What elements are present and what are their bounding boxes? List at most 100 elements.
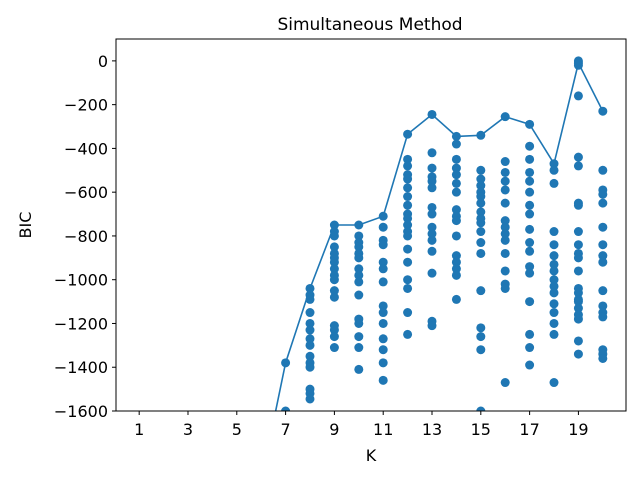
data-point <box>451 178 461 188</box>
data-point <box>476 198 486 208</box>
data-point <box>451 170 461 180</box>
data-point <box>329 257 339 267</box>
data-point <box>354 364 364 374</box>
data-point <box>427 246 437 256</box>
data-point <box>427 202 437 212</box>
data-point <box>354 332 364 342</box>
data-point <box>403 220 413 230</box>
data-point <box>451 205 461 215</box>
data-point <box>305 362 315 372</box>
x-tick-label: 13 <box>422 420 442 439</box>
data-point <box>549 266 559 276</box>
data-point <box>378 211 388 221</box>
data-point <box>403 192 413 202</box>
data-point <box>403 213 413 223</box>
data-point <box>329 242 339 252</box>
data-point <box>354 343 364 353</box>
data-point <box>403 283 413 293</box>
data-point <box>525 268 535 278</box>
data-point <box>354 270 364 280</box>
data-point <box>451 294 461 304</box>
data-point <box>378 334 388 344</box>
data-point <box>329 275 339 285</box>
data-point <box>378 375 388 385</box>
data-point <box>378 345 388 355</box>
data-point <box>451 270 461 280</box>
data-point <box>573 91 583 101</box>
data-point <box>598 222 608 232</box>
data-point <box>598 286 608 296</box>
data-point <box>598 165 608 175</box>
data-point <box>378 222 388 232</box>
data-point <box>573 60 583 70</box>
data-point <box>549 251 559 261</box>
data-point <box>573 200 583 210</box>
data-point <box>598 257 608 267</box>
data-point <box>525 343 535 353</box>
data-point <box>451 264 461 274</box>
data-point <box>549 159 559 169</box>
data-point <box>500 216 510 226</box>
data-point <box>573 297 583 307</box>
data-point <box>573 253 583 263</box>
data-point <box>281 358 291 368</box>
data-point <box>354 220 364 230</box>
x-tick-label: 15 <box>471 420 491 439</box>
data-point <box>451 131 461 141</box>
data-point <box>451 163 461 173</box>
data-point <box>403 257 413 267</box>
data-point <box>329 231 339 241</box>
data-point <box>549 227 559 237</box>
data-point <box>598 312 608 322</box>
data-point <box>305 340 315 350</box>
data-point <box>573 266 583 276</box>
data-point <box>525 200 535 210</box>
data-point <box>403 231 413 241</box>
data-point <box>451 257 461 267</box>
data-point <box>549 329 559 339</box>
data-point <box>476 174 486 184</box>
data-point <box>427 268 437 278</box>
data-point <box>427 163 437 173</box>
data-point <box>476 345 486 355</box>
data-point <box>500 283 510 293</box>
data-point <box>573 161 583 171</box>
data-point <box>329 332 339 342</box>
data-point <box>549 178 559 188</box>
data-point <box>378 240 388 250</box>
y-tick-label: −600 <box>64 183 108 202</box>
data-point <box>427 235 437 245</box>
data-point <box>573 336 583 346</box>
data-point <box>378 257 388 267</box>
x-tick-label: 19 <box>568 420 588 439</box>
data-point <box>305 283 315 293</box>
data-point <box>598 251 608 261</box>
data-point <box>525 154 535 164</box>
data-point <box>476 406 486 411</box>
data-point <box>451 251 461 261</box>
data-point <box>476 130 486 140</box>
data-point <box>476 165 486 175</box>
y-tick-label: −800 <box>64 227 108 246</box>
x-axis-ticks: 1 3 5 7 9 11 13 15 17 19 <box>134 411 589 439</box>
x-tick-label: 7 <box>280 420 290 439</box>
data-point <box>525 119 535 129</box>
points-layer <box>281 56 608 411</box>
data-point <box>476 227 486 237</box>
data-point <box>525 187 535 197</box>
data-point <box>573 240 583 250</box>
x-tick-label: 9 <box>329 420 339 439</box>
data-point <box>427 183 437 193</box>
data-point <box>305 394 315 404</box>
data-point <box>549 378 559 388</box>
data-point <box>354 290 364 300</box>
data-point <box>500 266 510 276</box>
data-point <box>329 292 339 302</box>
data-point <box>427 321 437 331</box>
x-tick-label: 1 <box>134 420 144 439</box>
data-point <box>403 308 413 318</box>
data-point <box>500 167 510 177</box>
data-point <box>329 325 339 335</box>
data-point <box>525 246 535 256</box>
